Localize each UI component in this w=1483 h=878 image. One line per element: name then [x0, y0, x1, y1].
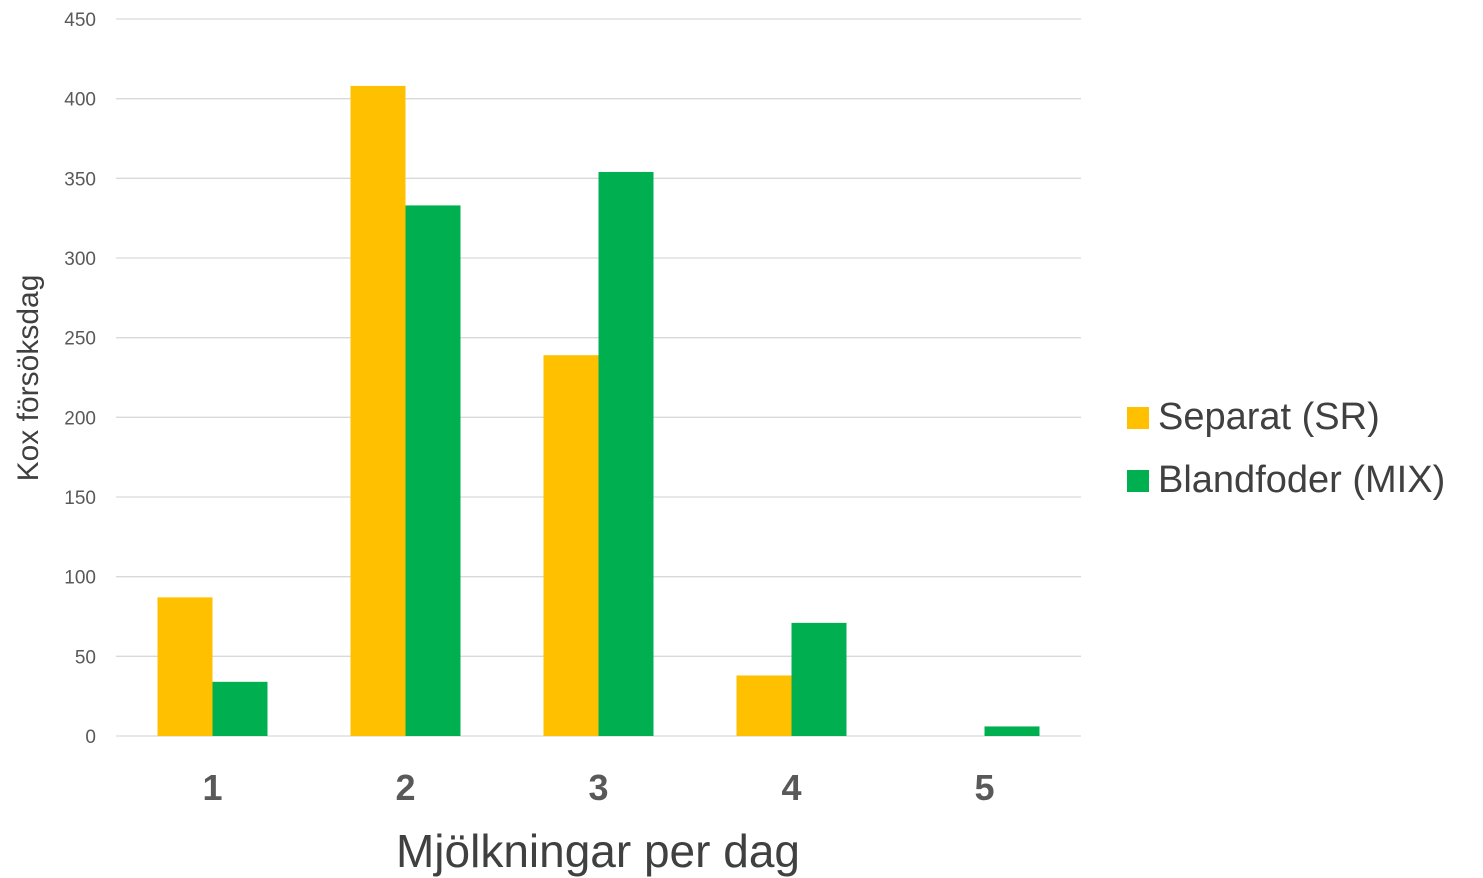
bar-separat-sr-2	[350, 85, 406, 737]
legend-label: Separat (SR)	[1158, 396, 1380, 438]
x-tick-label: 2	[395, 767, 415, 808]
bars	[157, 85, 1040, 737]
bar-separat-sr-3	[543, 355, 599, 736]
bar-separat-sr-4	[736, 675, 792, 736]
legend: Separat (SR) Blandfoder (MIX)	[1127, 396, 1445, 501]
y-axis-title: Kox försöksdag	[12, 275, 45, 482]
x-tick-label: 1	[202, 767, 222, 808]
x-tick-labels: 1 2 3 4 5	[202, 767, 994, 808]
y-tick-label: 400	[64, 90, 96, 111]
x-tick-label: 5	[974, 767, 994, 808]
bar-blandfoder-mix-5	[984, 726, 1040, 736]
y-tick-label: 50	[75, 647, 96, 668]
legend-label: Blandfoder (MIX)	[1158, 459, 1445, 501]
legend-swatch	[1127, 470, 1149, 492]
bar-blandfoder-mix-4	[791, 622, 847, 736]
y-tick-label: 150	[64, 488, 96, 509]
bar-separat-sr-1	[157, 597, 213, 736]
y-tick-label: 300	[64, 249, 96, 270]
y-tick-labels: 0 50 100 150 200 250 300 350 400 450	[64, 10, 96, 748]
bar-blandfoder-mix-2	[405, 205, 461, 737]
x-tick-label: 3	[588, 767, 608, 808]
y-tick-label: 0	[85, 727, 96, 748]
y-tick-label: 100	[64, 568, 96, 589]
x-tick-label: 4	[781, 767, 801, 808]
y-tick-label: 450	[64, 10, 96, 31]
bar-blandfoder-mix-1	[212, 681, 268, 736]
x-axis-title: Mjölkningar per dag	[396, 825, 800, 877]
y-tick-label: 350	[64, 169, 96, 190]
y-tick-label: 250	[64, 329, 96, 350]
y-tick-label: 200	[64, 408, 96, 429]
legend-swatch	[1127, 407, 1149, 429]
bar-blandfoder-mix-3	[598, 171, 654, 736]
